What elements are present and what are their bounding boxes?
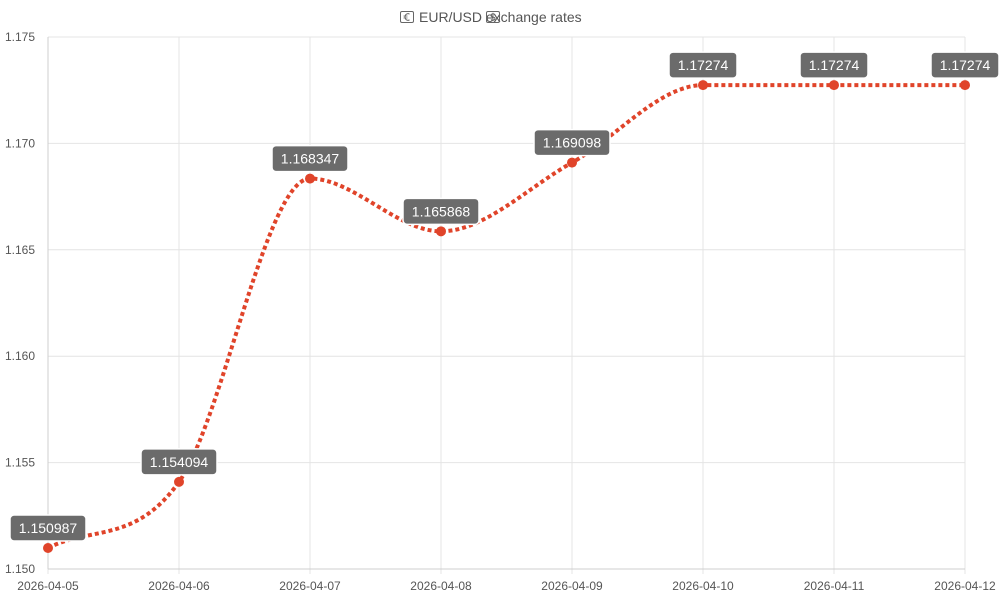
x-tick-label: 2026-04-12: [934, 579, 996, 593]
chart-title: EUR/USD exchange rates: [419, 9, 582, 25]
x-tick-label: 2026-04-08: [410, 579, 472, 593]
data-point: [698, 80, 708, 91]
x-tick-label: 2026-04-11: [804, 579, 865, 593]
x-tick-label: 2026-04-06: [148, 579, 210, 593]
data-label-background: [930, 51, 1000, 79]
data-label: 1.165868: [402, 197, 480, 226]
data-label-background: [668, 51, 738, 79]
series-line-group: [47, 83, 965, 550]
y-tick-label: 1.155: [5, 456, 35, 470]
y-tick-label: 1.170: [5, 136, 35, 150]
x-tick-label: 2026-04-05: [17, 579, 79, 593]
x-tick-label: 2026-04-10: [672, 579, 734, 593]
data-label-background: [533, 128, 611, 157]
data-label: 1.17274: [799, 51, 869, 79]
data-label: 1.169098: [533, 128, 611, 157]
data-label: 1.154094: [140, 448, 218, 476]
grid-lines: [47, 36, 966, 574]
data-label: 1.17274: [668, 51, 738, 79]
x-tick-label: 2026-04-09: [541, 579, 603, 593]
data-point: [567, 157, 577, 168]
data-label-text: 1.17274: [940, 57, 991, 73]
data-label: 1.150987: [9, 514, 87, 542]
y-tick-label: 1.175: [5, 30, 35, 44]
y-axis: 1.150 1.155 1.160 1.165 1.170 1.175: [5, 30, 49, 576]
dollar-banknote-icon: [486, 11, 500, 23]
data-label-background: [799, 51, 869, 79]
data-label-text: 1.17274: [678, 57, 729, 73]
data-label-text: 1.150987: [19, 520, 78, 536]
data-label-text: 1.154094: [150, 454, 209, 470]
data-label-text: 1.17274: [809, 57, 860, 73]
x-axis: 2026-04-05 2026-04-06 2026-04-07 2026-04-08…: [17, 568, 996, 593]
y-tick-label: 1.150: [5, 562, 35, 576]
data-label-background: [140, 448, 218, 476]
euro-banknote-icon: [400, 11, 414, 23]
data-point: [436, 226, 446, 237]
data-labels: 1.150987 1.154094 1.168347 1.165868 1.169098…: [9, 51, 1000, 542]
data-label-text: 1.168347: [281, 151, 340, 167]
data-label-text: 1.169098: [543, 135, 602, 151]
data-point: [43, 542, 53, 553]
series-line: [47, 83, 965, 550]
data-point: [829, 80, 839, 91]
y-tick-label: 1.165: [5, 243, 35, 257]
data-label-background: [402, 197, 480, 226]
x-tick-label: 2026-04-07: [279, 579, 341, 593]
chart-title-group: EUR/USD exchange rates: [400, 9, 582, 25]
data-point: [174, 476, 184, 487]
data-label: 1.17274: [930, 51, 1000, 79]
data-points: [43, 80, 970, 553]
data-label-background: [271, 144, 349, 173]
data-label: 1.168347: [271, 144, 349, 173]
y-tick-label: 1.160: [5, 349, 35, 363]
data-point: [960, 80, 970, 91]
data-point: [305, 173, 315, 184]
data-label-background: [9, 514, 87, 542]
data-label-text: 1.165868: [412, 203, 471, 219]
